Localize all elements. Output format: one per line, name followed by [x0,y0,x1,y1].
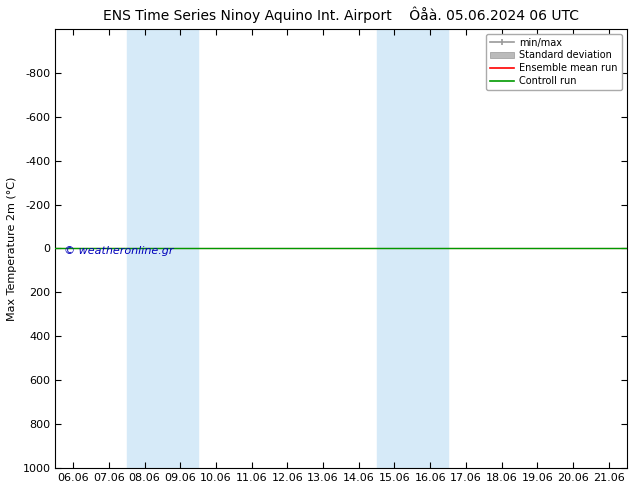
Y-axis label: Max Temperature 2m (°C): Max Temperature 2m (°C) [7,176,17,320]
Legend: min/max, Standard deviation, Ensemble mean run, Controll run: min/max, Standard deviation, Ensemble me… [486,34,622,90]
Bar [377,29,448,468]
Title: ENS Time Series Ninoy Aquino Int. Airport    Ôåà. 05.06.2024 06 UTC: ENS Time Series Ninoy Aquino Int. Airpor… [103,7,579,24]
Text: © weatheronline.gr: © weatheronline.gr [64,245,174,256]
Bar [127,29,198,468]
